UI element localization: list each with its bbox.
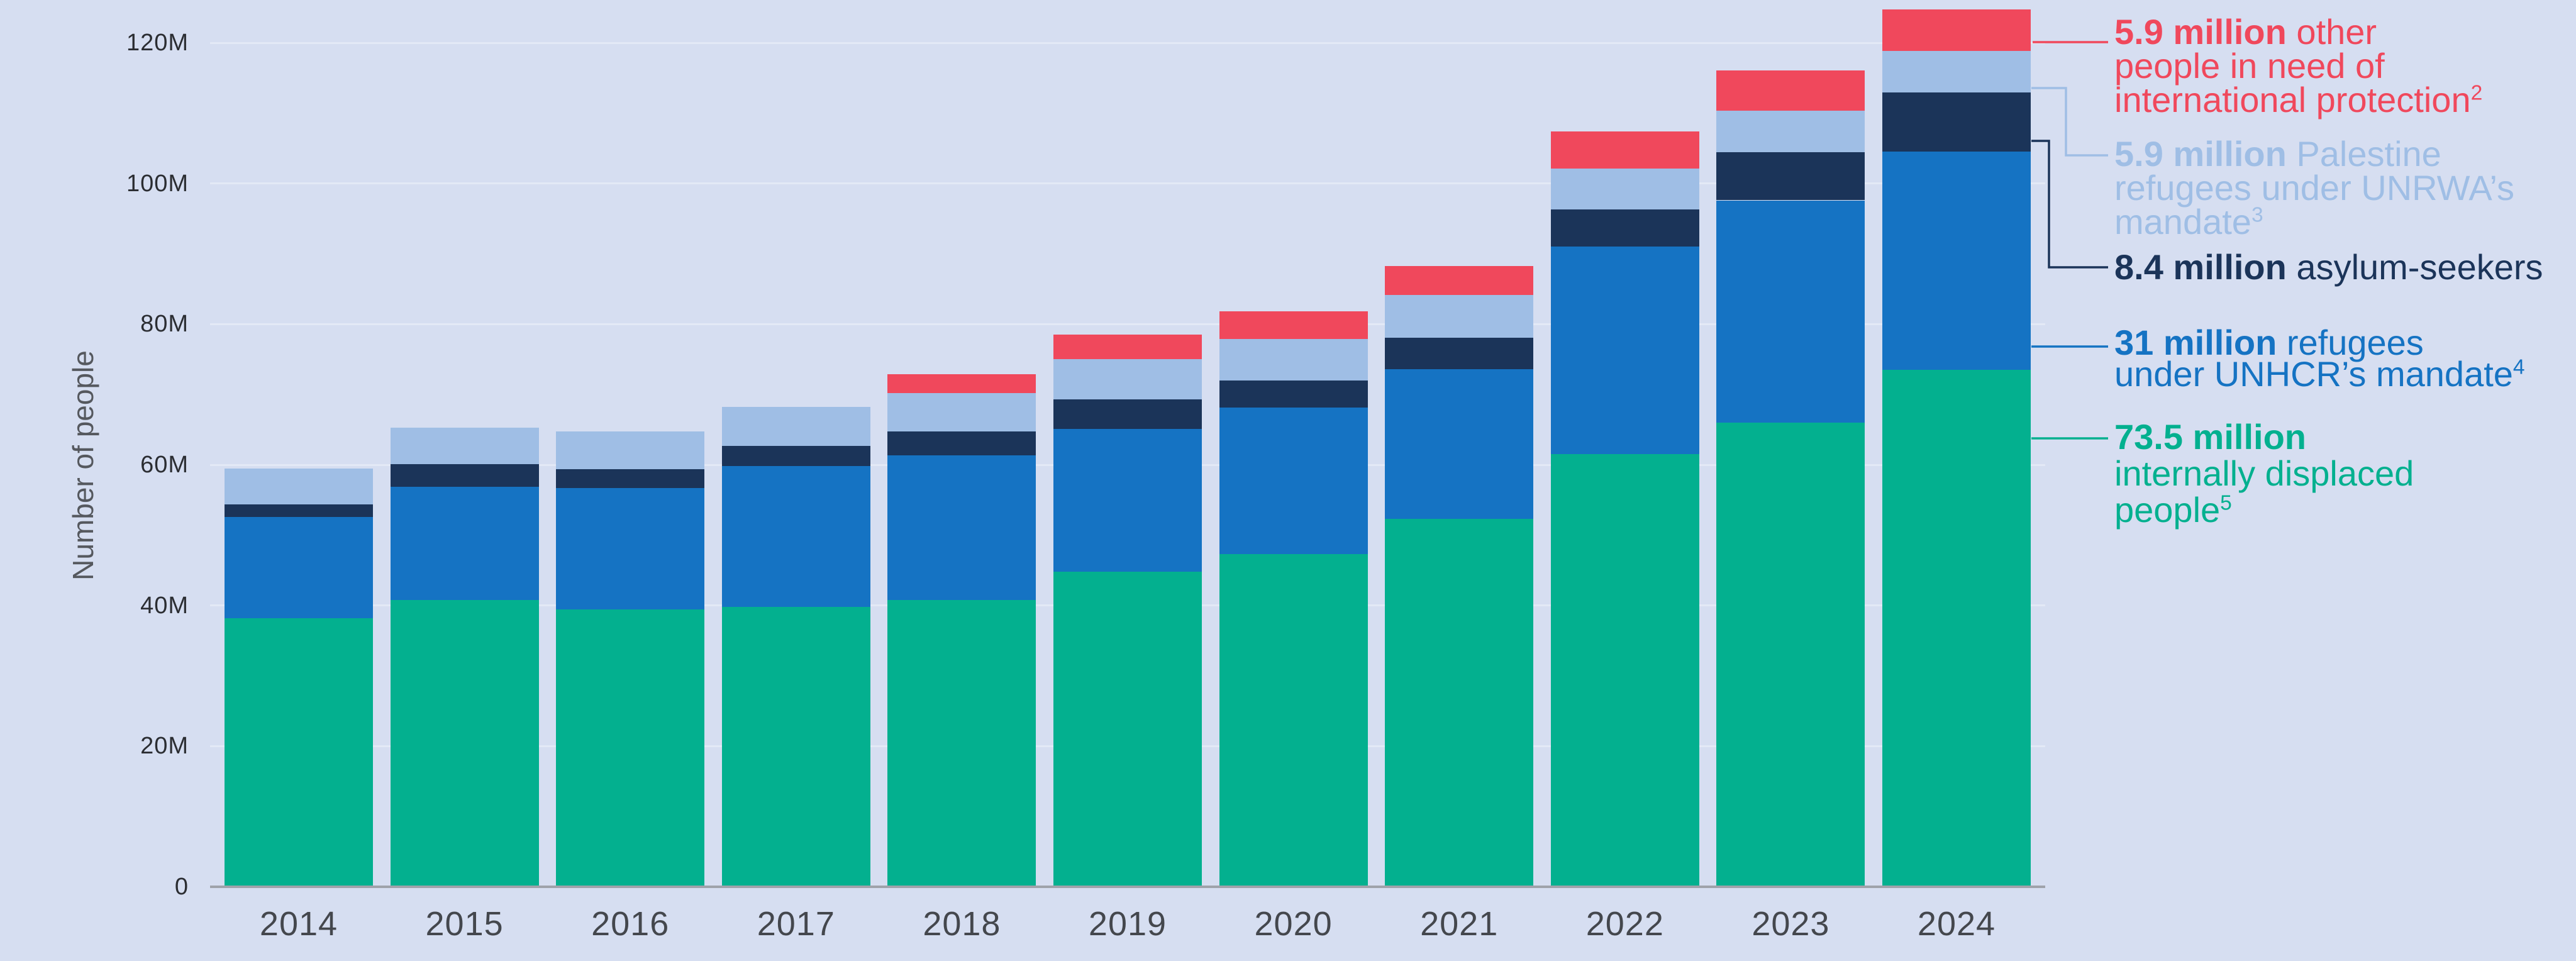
bar-segment-2023-asylum-seekers: [1716, 152, 1865, 201]
bar-segment-2021-asylum-seekers: [1385, 337, 1534, 369]
bar-segment-2019-asylum-seekers: [1053, 399, 1202, 429]
bar-segment-2015-palestine-refugees-under-unrwa-s-mandate: [390, 427, 539, 464]
bar-segment-2016-refugees-under-unhcr-s-mandate: [556, 487, 705, 610]
bar-segment-2021-refugees-under-unhcr-s-mandate: [1385, 369, 1534, 519]
x-axis-label-2019: 2019: [1088, 905, 1167, 943]
x-axis-label-2023: 2023: [1752, 905, 1830, 943]
bar-segment-2015-asylum-seekers: [390, 464, 539, 487]
bar-segment-2019-internally-displaced-people: [1053, 571, 1202, 887]
bar-segment-2024-refugees-under-unhcr-s-mandate: [1882, 152, 2031, 370]
bar-segment-2018-internally-displaced-people: [887, 599, 1036, 887]
y-axis-tick-60M: 60M: [140, 452, 189, 478]
bar-segment-2016-asylum-seekers: [556, 469, 705, 488]
bar-segment-2023-refugees-under-unhcr-s-mandate: [1716, 200, 1865, 423]
bar-segment-2017-refugees-under-unhcr-s-mandate: [721, 466, 870, 607]
legend-label: asylum-seekers: [2296, 247, 2543, 287]
legend-value: 5.9 million: [2114, 12, 2287, 52]
legend-value: 5.9 million: [2114, 134, 2287, 174]
x-axis-label-2014: 2014: [259, 905, 338, 943]
legend-item-unhcr-refugees: 31 million refugees under UNHCR’s mandat…: [2114, 323, 2525, 394]
bar-segment-2018-refugees-under-unhcr-s-mandate: [887, 455, 1036, 600]
bar-segment-2017-internally-displaced-people: [721, 606, 870, 887]
bar-segment-2018-asylum-seekers: [887, 431, 1036, 456]
legend-item-idp: 73.5 million internally displaced people…: [2114, 417, 2414, 530]
x-axis-label-2017: 2017: [757, 905, 835, 943]
bar-segment-2019-palestine-refugees-under-unrwa-s-mandate: [1053, 359, 1202, 399]
footnote-marker: 2: [2470, 81, 2483, 105]
bar-segment-2023-other-people-in-need-of-international-protection: [1716, 70, 1865, 111]
x-axis-label-2016: 2016: [591, 905, 670, 943]
x-axis-label-2022: 2022: [1585, 905, 1664, 943]
footnote-marker: 4: [2512, 355, 2525, 379]
bar-segment-2022-refugees-under-unhcr-s-mandate: [1550, 247, 1699, 455]
gridline-80M: [210, 323, 2045, 325]
bar-segment-2017-palestine-refugees-under-unrwa-s-mandate: [721, 407, 870, 446]
bar-segment-2020-palestine-refugees-under-unrwa-s-mandate: [1219, 338, 1368, 381]
bar-segment-2023-palestine-refugees-under-unrwa-s-mandate: [1716, 111, 1865, 153]
x-axis-label-2024: 2024: [1917, 905, 1996, 943]
legend-value: 8.4 million: [2114, 247, 2287, 287]
x-axis-label-2015: 2015: [425, 905, 504, 943]
bar-segment-2014-refugees-under-unhcr-s-mandate: [225, 516, 373, 618]
bar-segment-2021-palestine-refugees-under-unrwa-s-mandate: [1385, 295, 1534, 338]
bar-segment-2022-internally-displaced-people: [1550, 454, 1699, 887]
footnote-marker: 5: [2220, 491, 2232, 515]
bar-segment-2018-other-people-in-need-of-international-protection: [887, 374, 1036, 393]
x-axis-label-2020: 2020: [1254, 905, 1333, 943]
bar-segment-2018-palestine-refugees-under-unrwa-s-mandate: [887, 392, 1036, 432]
bar-segment-2014-palestine-refugees-under-unrwa-s-mandate: [225, 468, 373, 504]
footnote-marker: 3: [2251, 203, 2263, 227]
bar-segment-2024-palestine-refugees-under-unrwa-s-mandate: [1882, 51, 2031, 93]
bar-segment-2015-internally-displaced-people: [390, 599, 539, 887]
x-axis-label-2018: 2018: [923, 905, 1001, 943]
bar-segment-2019-other-people-in-need-of-international-protection: [1053, 335, 1202, 360]
legend-label: other: [2296, 12, 2377, 52]
legend-item-asylum-seekers: 8.4 million asylum-seekers: [2114, 247, 2567, 287]
bar-segment-2021-other-people-in-need-of-international-protection: [1385, 265, 1534, 296]
bar-segment-2024-other-people-in-need-of-international-protection: [1882, 9, 2031, 52]
y-axis-tick-100M: 100M: [126, 170, 189, 197]
bar-segment-2019-refugees-under-unhcr-s-mandate: [1053, 428, 1202, 572]
gridline-120M: [210, 42, 2045, 44]
legend-item-unrwa-refugees: 5.9 million Palestine refugees under UNR…: [2114, 134, 2514, 242]
bar-segment-2023-internally-displaced-people: [1716, 422, 1865, 887]
gridline-100M: [210, 182, 2045, 185]
bar-segment-2014-internally-displaced-people: [225, 618, 373, 887]
bar-segment-2021-internally-displaced-people: [1385, 519, 1534, 887]
legend-item-other-people-in-need: 5.9 million other people in need of inte…: [2114, 12, 2483, 119]
bar-segment-2014-asylum-seekers: [225, 504, 373, 517]
y-axis-tick-40M: 40M: [140, 592, 189, 619]
legend-label: Palestine: [2296, 134, 2441, 174]
bar-segment-2020-internally-displaced-people: [1219, 554, 1368, 887]
bar-segment-2024-asylum-seekers: [1882, 92, 2031, 152]
bar-segment-2020-asylum-seekers: [1219, 380, 1368, 408]
bar-segment-2022-palestine-refugees-under-unrwa-s-mandate: [1550, 169, 1699, 210]
y-axis-tick-80M: 80M: [140, 311, 189, 338]
bar-segment-2015-refugees-under-unhcr-s-mandate: [390, 486, 539, 600]
bar-segment-2016-internally-displaced-people: [556, 609, 705, 887]
y-axis-tick-0: 0: [174, 874, 189, 900]
bar-segment-2020-other-people-in-need-of-international-protection: [1219, 311, 1368, 339]
y-axis-tick-120M: 120M: [126, 30, 189, 56]
legend-label: refugees: [2286, 323, 2424, 362]
bar-segment-2022-asylum-seekers: [1550, 209, 1699, 247]
x-axis-label-2021: 2021: [1420, 905, 1499, 943]
legend-value: 73.5 million: [2114, 417, 2306, 457]
legend-label: internally displaced: [2114, 453, 2414, 493]
leader-line-asylum: [2031, 140, 2108, 269]
bar-segment-2016-palestine-refugees-under-unrwa-s-mandate: [556, 431, 705, 469]
legend-value: 31 million: [2114, 323, 2277, 362]
bar-segment-2020-refugees-under-unhcr-s-mandate: [1219, 408, 1368, 555]
bar-segment-2017-asylum-seekers: [721, 445, 870, 467]
leader-line-unrwa: [2031, 87, 2108, 157]
x-axis-line: [210, 886, 2045, 888]
bar-segment-2022-other-people-in-need-of-international-protection: [1550, 131, 1699, 169]
y-axis-tick-20M: 20M: [140, 733, 189, 760]
bar-segment-2024-internally-displaced-people: [1882, 370, 2031, 887]
